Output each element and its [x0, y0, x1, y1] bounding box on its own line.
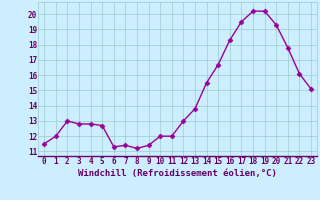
X-axis label: Windchill (Refroidissement éolien,°C): Windchill (Refroidissement éolien,°C): [78, 169, 277, 178]
